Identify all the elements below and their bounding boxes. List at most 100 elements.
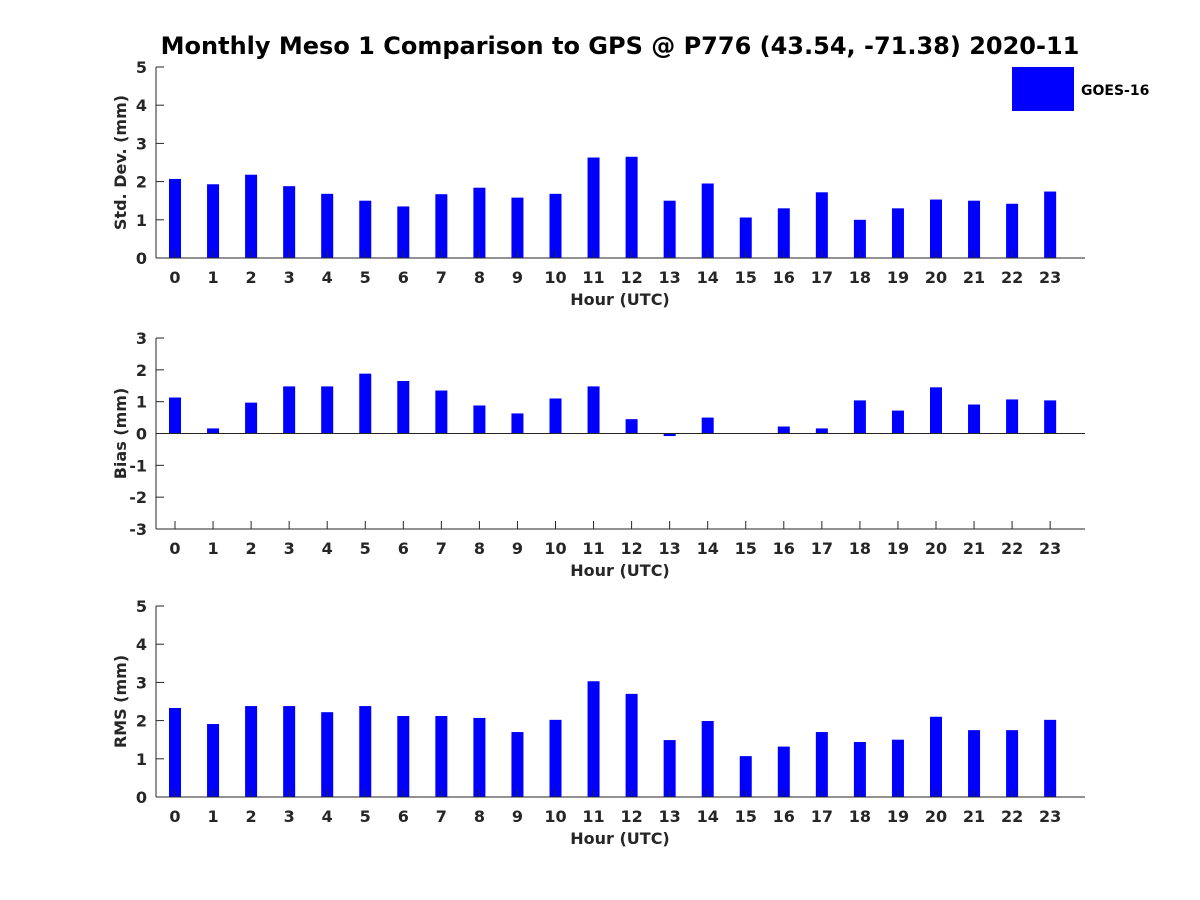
- chart-title: Monthly Meso 1 Comparison to GPS @ P776 …: [161, 32, 1080, 60]
- std-bar-17: [815, 192, 828, 258]
- bias-ytick-label: 2: [136, 361, 147, 380]
- std-xtick-label: 14: [697, 268, 719, 287]
- bias-ytick-label: 3: [136, 329, 147, 348]
- std-bar-2: [245, 174, 258, 258]
- bias-bar-13: [663, 433, 676, 437]
- std-xtick-label: 17: [811, 268, 833, 287]
- rms-bar-13: [663, 740, 676, 797]
- std-bar-11: [587, 157, 600, 258]
- rms-xtick-label: 13: [659, 807, 681, 826]
- rms-xtick-label: 9: [512, 807, 523, 826]
- std-bar-10: [549, 193, 562, 258]
- std-bar-14: [701, 183, 714, 258]
- rms-xtick-label: 4: [322, 807, 333, 826]
- rms-ytick-label: 2: [136, 712, 147, 731]
- bias-xtick-label: 7: [436, 539, 447, 558]
- std-xtick-label: 15: [735, 268, 757, 287]
- rms-xtick-label: 19: [887, 807, 909, 826]
- std-xtick-label: 4: [322, 268, 333, 287]
- std-xtick-label: 8: [474, 268, 485, 287]
- std-bar-6: [397, 206, 410, 258]
- rms-xtick-label: 15: [735, 807, 757, 826]
- bias-ylabel: Bias (mm): [111, 388, 130, 480]
- bias-xtick-label: 4: [322, 539, 333, 558]
- std-xtick-label: 9: [512, 268, 523, 287]
- legend: GOES-16: [1012, 67, 1149, 111]
- rms-ytick-label: 3: [136, 673, 147, 692]
- bias-bar-18: [853, 400, 866, 434]
- std-bar-22: [1006, 203, 1019, 258]
- std-bar-19: [891, 208, 904, 258]
- rms-bar-11: [587, 681, 600, 797]
- std-bar-12: [625, 156, 638, 258]
- std-xtick-label: 22: [1001, 268, 1023, 287]
- std-ylabel: Std. Dev. (mm): [111, 95, 130, 230]
- std-bar-7: [435, 194, 448, 258]
- bias-bar-4: [321, 386, 334, 434]
- std-bar-18: [853, 219, 866, 258]
- bias-ytick-label: -2: [129, 488, 147, 507]
- rms-bar-1: [207, 724, 220, 797]
- bias-bar-23: [1044, 400, 1057, 434]
- bias-bar-11: [587, 386, 600, 434]
- bias-bar-17: [815, 428, 828, 434]
- std-xtick-label: 10: [544, 268, 566, 287]
- std-xtick-label: 6: [398, 268, 409, 287]
- rms-bar-4: [321, 712, 334, 797]
- bias-bar-14: [701, 417, 714, 434]
- rms-xtick-label: 5: [360, 807, 371, 826]
- rms-bar-12: [625, 693, 638, 797]
- bias-xtick-label: 15: [735, 539, 757, 558]
- rms-bar-19: [891, 739, 904, 797]
- rms-ylabel: RMS (mm): [111, 655, 130, 748]
- bias-bar-20: [930, 387, 942, 434]
- rms-xtick-label: 22: [1001, 807, 1023, 826]
- std-bar-16: [777, 208, 790, 258]
- bias-xtick-label: 5: [360, 539, 371, 558]
- bias-bar-2: [245, 402, 258, 434]
- rms-bar-22: [1006, 730, 1019, 797]
- std-ytick-label: 1: [136, 211, 147, 230]
- rms-xtick-label: 23: [1039, 807, 1061, 826]
- std-xtick-label: 19: [887, 268, 909, 287]
- rms-xtick-label: 12: [620, 807, 642, 826]
- bias-ytick-label: -3: [129, 520, 147, 539]
- bias-bar-5: [359, 373, 372, 434]
- rms-bar-8: [473, 717, 486, 797]
- bias-xtick-label: 21: [963, 539, 985, 558]
- bias-xtick-label: 11: [582, 539, 604, 558]
- std-xtick-label: 18: [849, 268, 871, 287]
- bias-ytick-label: -1: [129, 456, 147, 475]
- rms-xtick-label: 0: [169, 807, 180, 826]
- bias-xtick-label: 6: [398, 539, 409, 558]
- bias-xtick-label: 1: [207, 539, 218, 558]
- rms-bar-23: [1044, 719, 1057, 797]
- std-xtick-label: 2: [246, 268, 257, 287]
- bias-bar-19: [891, 410, 904, 434]
- std-bar-0: [169, 178, 181, 258]
- bias-xtick-label: 2: [246, 539, 257, 558]
- bias-bar-8: [473, 405, 486, 434]
- bias-bar-0: [169, 397, 181, 434]
- std-ytick-label: 5: [136, 58, 147, 77]
- rms-bar-15: [739, 756, 752, 797]
- rms-bar-21: [968, 730, 981, 797]
- bias-xtick-label: 20: [925, 539, 947, 558]
- rms-bar-18: [853, 741, 866, 797]
- bias-xtick-label: 18: [849, 539, 871, 558]
- std-xlabel: Hour (UTC): [570, 290, 670, 309]
- rms-bar-3: [283, 706, 296, 797]
- rms-bar-17: [815, 732, 828, 797]
- std-bar-5: [359, 200, 372, 258]
- bias-xtick-label: 9: [512, 539, 523, 558]
- bias-ytick-label: 0: [136, 425, 147, 444]
- bias-bar-16: [777, 426, 790, 434]
- rms-xtick-label: 20: [925, 807, 947, 826]
- bias-xtick-label: 16: [773, 539, 795, 558]
- std-bar-13: [663, 200, 676, 258]
- rms-bar-0: [169, 707, 181, 797]
- std-xtick-label: 5: [360, 268, 371, 287]
